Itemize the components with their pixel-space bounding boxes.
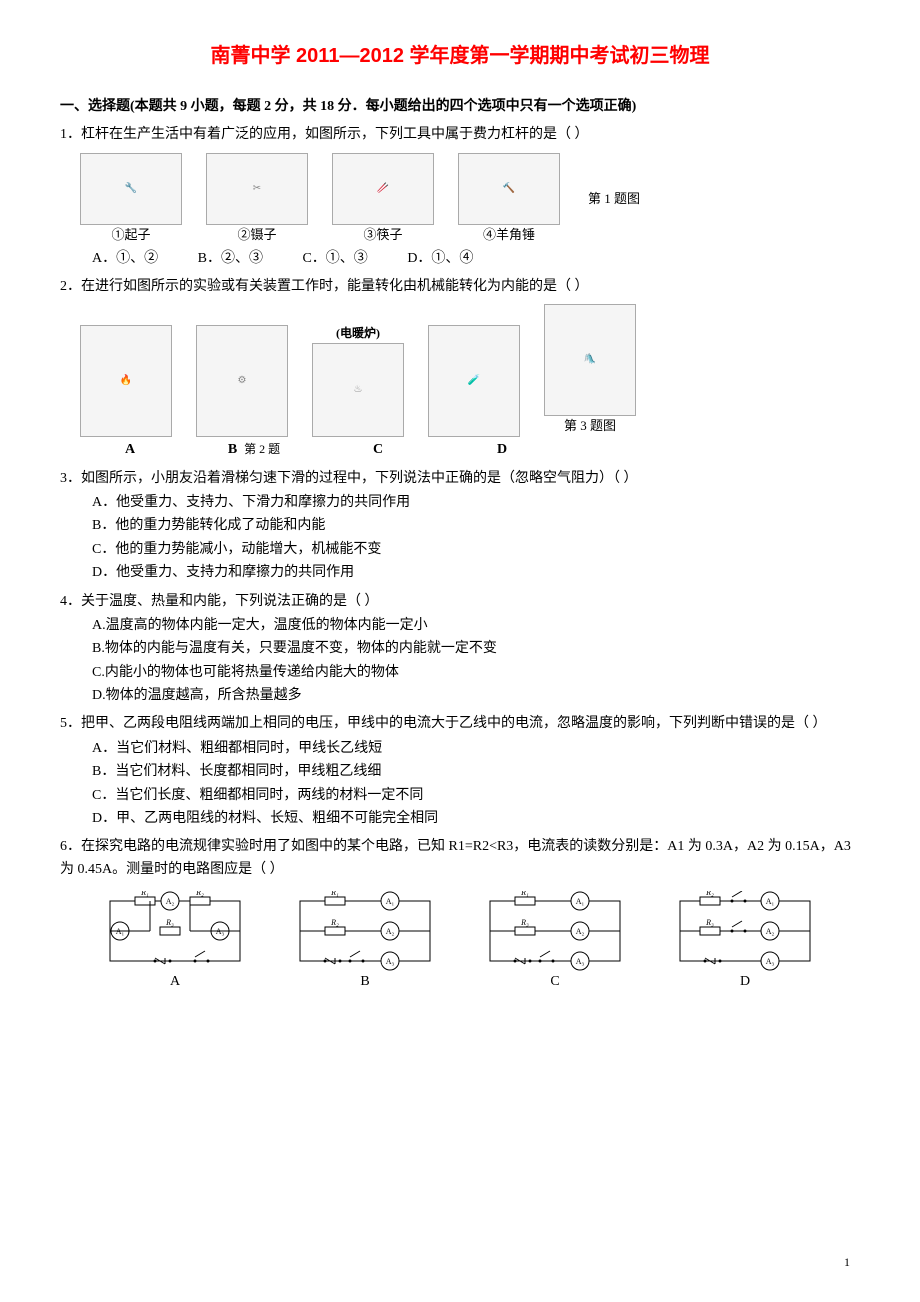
- q1-stem: 1．杠杆在生产生活中有着广泛的应用，如图所示，下列工具中属于费力杠杆的是（ ）: [60, 124, 860, 146]
- svg-text:A₁: A₁: [766, 897, 775, 906]
- q2-letter-d: D: [452, 439, 552, 461]
- svg-text:A₂: A₂: [766, 927, 775, 936]
- q4-options: A.温度高的物体内能一定大，温度低的物体内能一定小 B.物体的内能与温度有关，只…: [92, 615, 860, 708]
- svg-text:R₂: R₂: [330, 918, 339, 927]
- q1-img-chopsticks: 🥢: [332, 153, 434, 225]
- q3-figure-caption: 第 3 题图: [564, 416, 616, 437]
- q1-opt-a: A．①、②: [92, 251, 158, 266]
- q3-stem: 3．如图所示，小朋友沿着滑梯匀速下滑的过程中，下列说法中正确的是（忽略空气阻力）…: [60, 468, 860, 490]
- q6-circuit-row: A₁ A₂ A₃ R₁ R₂ R₃ A R₁ R₂ A₁ A₂ A₃ B: [80, 891, 840, 993]
- q1-fig-1-label: ①起子: [111, 225, 150, 246]
- q1-fig-4-label: ④羊角锤: [483, 225, 535, 246]
- q5-stem: 5．把甲、乙两段电阻线两端加上相同的电压，甲线中的电流大于乙线中的电流，忽略温度…: [60, 713, 860, 735]
- q2-figure-row: 🔥 ⚙ (电暖炉) ♨ 🧪 🛝 第 3 题图: [80, 304, 860, 437]
- q6-stem: 6．在探究电路的电流规律实验时用了如图中的某个电路，已知 R1=R2<R3，电流…: [60, 836, 860, 881]
- svg-text:R₃: R₃: [165, 918, 174, 927]
- svg-text:R₃: R₃: [705, 918, 714, 927]
- svg-text:A₂: A₂: [576, 927, 585, 936]
- q2-img-a: 🔥: [80, 325, 172, 437]
- q1-fig-3: 🥢 ③筷子: [332, 153, 434, 246]
- svg-text:R₃: R₃: [520, 918, 529, 927]
- svg-text:R₂: R₂: [705, 891, 714, 897]
- q5-opt-b: B．当它们材料、长度都相同时，甲线粗乙线细: [92, 761, 860, 783]
- q2-fig-a: 🔥: [80, 325, 172, 437]
- svg-text:R₁: R₁: [330, 891, 339, 897]
- q4-opt-d: D.物体的温度越高，所含热量越多: [92, 685, 860, 707]
- q4-opt-b: B.物体的内能与温度有关，只要温度不变，物体的内能就一定不变: [92, 638, 860, 660]
- q1-fig-1: 🔧 ①起子: [80, 153, 182, 246]
- svg-text:R₁: R₁: [520, 891, 529, 897]
- svg-text:A₃: A₃: [766, 957, 775, 966]
- q6-circuit-c: R₁ R₃ A₁ A₂ A₃ C: [480, 891, 630, 993]
- q6-svg-c: R₁ R₃ A₁ A₂ A₃: [480, 891, 630, 971]
- q6-circuit-d: R₂ R₃ A₁ A₂ A₃ D: [670, 891, 820, 993]
- q2-fig-c: (电暖炉) ♨: [312, 324, 404, 437]
- q1-opt-c: C．①、③: [302, 251, 367, 266]
- q2-letter-row: A B 第 2 题 C D: [80, 439, 860, 461]
- q1-figure-caption: 第 1 题图: [588, 189, 640, 210]
- svg-text:R₁: R₁: [140, 891, 149, 897]
- q3-img-slide: 🛝: [544, 304, 636, 416]
- q2-heater-label: (电暖炉): [336, 324, 380, 343]
- svg-text:A₁: A₁: [386, 897, 395, 906]
- q1-fig-2: ✂ ②镊子: [206, 153, 308, 246]
- svg-text:A₃: A₃: [576, 957, 585, 966]
- q3-options: A．他受重力、支持力、下滑力和摩擦力的共同作用 B．他的重力势能转化成了动能和内…: [92, 492, 860, 585]
- svg-text:A₂: A₂: [166, 897, 175, 906]
- q3-opt-c: C．他的重力势能减小，动能增大，机械能不变: [92, 539, 860, 561]
- q1-fig-2-label: ②镊子: [237, 225, 276, 246]
- q3-opt-a: A．他受重力、支持力、下滑力和摩擦力的共同作用: [92, 492, 860, 514]
- q4-opt-a: A.温度高的物体内能一定大，温度低的物体内能一定小: [92, 615, 860, 637]
- q1-fig-4: 🔨 ④羊角锤: [458, 153, 560, 246]
- svg-text:R₂: R₂: [195, 891, 204, 897]
- q2-img-d: 🧪: [428, 325, 520, 437]
- q1-img-hammer: 🔨: [458, 153, 560, 225]
- svg-text:A₁: A₁: [576, 897, 585, 906]
- q5-options: A．当它们材料、粗细都相同时，甲线长乙线短 B．当它们材料、长度都相同时，甲线粗…: [92, 738, 860, 831]
- q6-letter-a: A: [170, 971, 180, 993]
- q2-letter-b: B 第 2 题: [204, 439, 304, 461]
- q3-fig-slide: 🛝 第 3 题图: [544, 304, 636, 437]
- q2-img-b: ⚙: [196, 325, 288, 437]
- svg-text:A₂: A₂: [386, 927, 395, 936]
- q6-letter-c: C: [550, 971, 559, 993]
- q6-circuit-a: A₁ A₂ A₃ R₁ R₂ R₃ A: [100, 891, 250, 993]
- q1-img-tweezers: ✂: [206, 153, 308, 225]
- exam-title: 南菁中学 2011—2012 学年度第一学期期中考试初三物理: [60, 40, 860, 72]
- q4-opt-c: C.内能小的物体也可能将热量传递给内能大的物体: [92, 662, 860, 684]
- q1-fig-3-label: ③筷子: [363, 225, 402, 246]
- q2-fig-b: ⚙: [196, 325, 288, 437]
- q6-svg-a: A₁ A₂ A₃ R₁ R₂ R₃: [100, 891, 250, 971]
- q6-letter-b: B: [360, 971, 369, 993]
- q1-img-opener: 🔧: [80, 153, 182, 225]
- q1-options: A．①、② B．②、③ C．①、③ D．①、④: [92, 248, 860, 270]
- q2-letter-a: A: [80, 439, 180, 461]
- q2-letter-c: C: [328, 439, 428, 461]
- q6-letter-d: D: [740, 971, 750, 993]
- q2-fig-d: 🧪: [428, 325, 520, 437]
- q5-opt-d: D．甲、乙两电阻线的材料、长短、粗细不可能完全相同: [92, 808, 860, 830]
- q1-figure-row: 🔧 ①起子 ✂ ②镊子 🥢 ③筷子 🔨 ④羊角锤 第 1 题图: [80, 153, 860, 246]
- q2-stem: 2．在进行如图所示的实验或有关装置工作时，能量转化由机械能转化为内能的是（ ）: [60, 276, 860, 298]
- page-number: 1: [844, 1253, 850, 1272]
- q6-svg-d: R₂ R₃ A₁ A₂ A₃: [670, 891, 820, 971]
- q3-opt-b: B．他的重力势能转化成了动能和内能: [92, 515, 860, 537]
- q5-opt-a: A．当它们材料、粗细都相同时，甲线长乙线短: [92, 738, 860, 760]
- q5-opt-c: C．当它们长度、粗细都相同时，两线的材料一定不同: [92, 785, 860, 807]
- svg-text:A₃: A₃: [386, 957, 395, 966]
- q1-opt-b: B．②、③: [198, 251, 263, 266]
- q1-opt-d: D．①、④: [407, 251, 473, 266]
- q6-circuit-b: R₁ R₂ A₁ A₂ A₃ B: [290, 891, 440, 993]
- q2-img-c: ♨: [312, 343, 404, 437]
- section-1-header: 一、选择题(本题共 9 小题，每题 2 分，共 18 分．每小题给出的四个选项中…: [60, 96, 860, 118]
- q6-svg-b: R₁ R₂ A₁ A₂ A₃: [290, 891, 440, 971]
- q3-opt-d: D．他受重力、支持力和摩擦力的共同作用: [92, 562, 860, 584]
- q4-stem: 4．关于温度、热量和内能，下列说法正确的是（ ）: [60, 591, 860, 613]
